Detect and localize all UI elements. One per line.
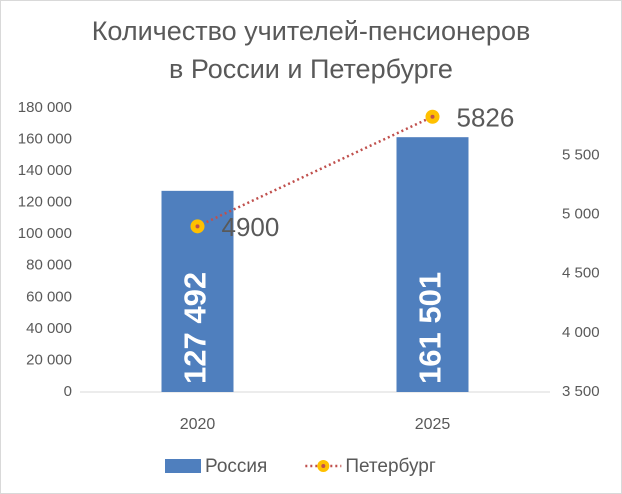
y2-tick-label: 4 500: [562, 265, 600, 282]
y-tick-label: 60 000: [26, 288, 72, 305]
x-tick-label: 2025: [415, 416, 451, 433]
data-label: 4900: [222, 212, 280, 242]
data-label: 127 492: [178, 272, 213, 384]
x-tick-label: 2020: [180, 416, 216, 433]
chart-title: в России и Петербурге: [169, 54, 453, 84]
marker-dot: [430, 114, 435, 119]
marker-dot: [195, 224, 200, 229]
chart-title: Количество учителей-пенсионеров: [92, 16, 531, 46]
y-tick-label: 120 000: [18, 194, 72, 211]
bar: [396, 137, 469, 392]
legend-swatch: [165, 459, 201, 473]
y-tick-label: 100 000: [18, 225, 72, 242]
y-tick-label: 160 000: [18, 131, 72, 148]
y-tick-label: 140 000: [18, 162, 72, 179]
y2-tick-label: 4 000: [562, 324, 600, 341]
legend-marker-dot: [321, 464, 326, 468]
y2-tick-label: 5 500: [562, 146, 600, 163]
y-tick-label: 180 000: [18, 99, 72, 116]
y-tick-label: 20 000: [26, 351, 72, 368]
data-label: 161 501: [413, 272, 448, 384]
y-tick-label: 40 000: [26, 320, 72, 337]
y-tick-label: 0: [64, 383, 72, 400]
y2-tick-label: 3 500: [562, 383, 600, 400]
y-tick-label: 80 000: [26, 257, 72, 274]
line: [196, 115, 434, 228]
legend-label: Россия: [205, 456, 267, 477]
data-label: 5826: [457, 103, 515, 133]
legend-label: Петербург: [345, 456, 436, 477]
y2-tick-label: 5 000: [562, 205, 600, 222]
